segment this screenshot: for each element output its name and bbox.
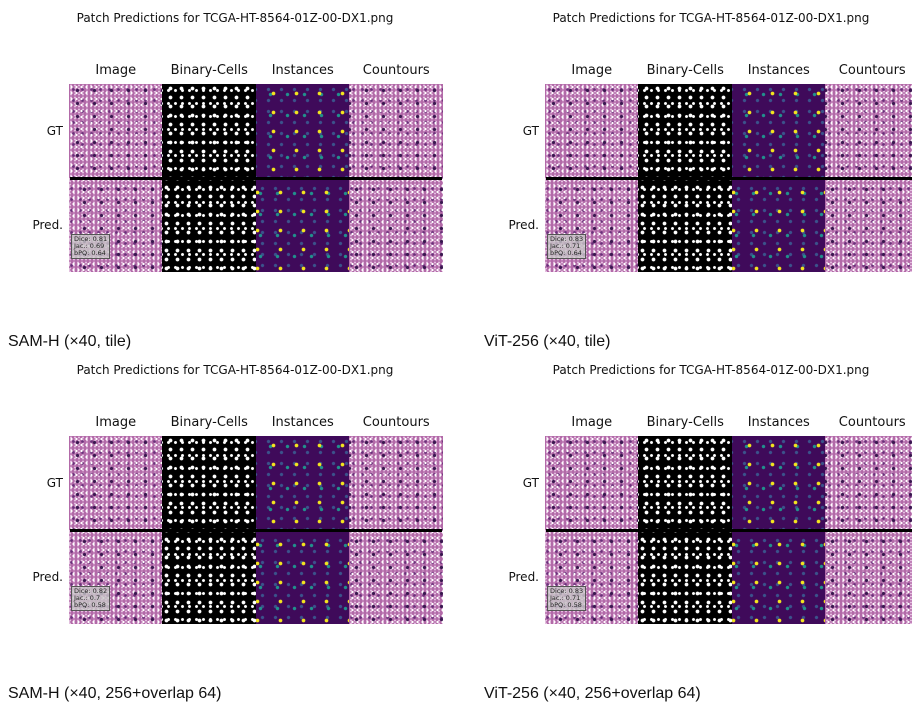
row-separator xyxy=(70,177,442,180)
image-cell xyxy=(349,178,443,272)
panel: Patch Predictions for TCGA-HT-8564-01Z-0… xyxy=(0,0,476,352)
column-header: Instances xyxy=(272,415,334,430)
row-label: GT xyxy=(47,476,63,490)
caption: ViT-256 (×40, 256+overlap 64) xyxy=(484,685,701,703)
image-cell xyxy=(69,84,163,178)
row-label: Pred. xyxy=(32,570,63,584)
column-header: Countours xyxy=(363,415,430,430)
panel-title: Patch Predictions for TCGA-HT-8564-01Z-0… xyxy=(77,11,394,25)
image-cell xyxy=(545,436,639,530)
column-header: Image xyxy=(95,415,136,430)
image-cell xyxy=(638,436,732,530)
image-cell xyxy=(162,436,256,530)
image-cell xyxy=(545,84,639,178)
row-separator xyxy=(546,529,912,532)
row-label: Pred. xyxy=(32,218,63,232)
image-cell xyxy=(162,178,256,272)
image-cell xyxy=(732,530,826,624)
metric: bPQ: 0.64 xyxy=(74,250,107,257)
row-label: Pred. xyxy=(508,570,539,584)
column-header: Binary-Cells xyxy=(647,63,724,78)
row-separator xyxy=(546,177,912,180)
panel: Patch Predictions for TCGA-HT-8564-01Z-0… xyxy=(476,352,912,704)
image-cell xyxy=(732,178,826,272)
column-header: Instances xyxy=(748,63,810,78)
image-cell xyxy=(162,84,256,178)
image-cell xyxy=(825,530,912,624)
image-cell xyxy=(349,530,443,624)
panel-title: Patch Predictions for TCGA-HT-8564-01Z-0… xyxy=(77,363,394,377)
row-label: GT xyxy=(47,124,63,138)
image-cell xyxy=(256,530,350,624)
column-header: Image xyxy=(571,415,612,430)
column-header: Binary-Cells xyxy=(171,63,248,78)
panel: Patch Predictions for TCGA-HT-8564-01Z-0… xyxy=(476,0,912,352)
figure: Patch Predictions for TCGA-HT-8564-01Z-0… xyxy=(0,0,912,707)
row-label: Pred. xyxy=(508,218,539,232)
metric: bPQ: 0.64 xyxy=(550,250,583,257)
image-cell xyxy=(638,530,732,624)
column-header: Countours xyxy=(363,63,430,78)
caption: SAM-H (×40, 256+overlap 64) xyxy=(8,685,221,703)
caption: SAM-H (×40, tile) xyxy=(8,333,131,351)
image-cell xyxy=(256,436,350,530)
column-header: Image xyxy=(571,63,612,78)
column-header: Countours xyxy=(839,63,906,78)
row-separator xyxy=(70,529,442,532)
image-cell xyxy=(638,178,732,272)
image-cell xyxy=(256,84,350,178)
image-cell xyxy=(825,436,912,530)
image-cell xyxy=(825,84,912,178)
panel-title: Patch Predictions for TCGA-HT-8564-01Z-0… xyxy=(553,11,870,25)
column-header: Image xyxy=(95,63,136,78)
row-label: GT xyxy=(523,124,539,138)
column-header: Instances xyxy=(272,63,334,78)
image-cell xyxy=(256,178,350,272)
panel-title: Patch Predictions for TCGA-HT-8564-01Z-0… xyxy=(553,363,870,377)
image-cell xyxy=(732,84,826,178)
column-header: Instances xyxy=(748,415,810,430)
image-cell xyxy=(349,436,443,530)
column-header: Countours xyxy=(839,415,906,430)
column-header: Binary-Cells xyxy=(647,415,724,430)
caption: ViT-256 (×40, tile) xyxy=(484,333,610,351)
image-cell xyxy=(825,178,912,272)
metric: bPQ: 0.58 xyxy=(550,602,583,609)
image-cell xyxy=(638,84,732,178)
image-cell xyxy=(162,530,256,624)
column-header: Binary-Cells xyxy=(171,415,248,430)
image-cell xyxy=(69,436,163,530)
image-cell xyxy=(349,84,443,178)
metric: bPQ: 0.58 xyxy=(74,602,107,609)
image-cell xyxy=(732,436,826,530)
row-label: GT xyxy=(523,476,539,490)
panel: Patch Predictions for TCGA-HT-8564-01Z-0… xyxy=(0,352,476,704)
